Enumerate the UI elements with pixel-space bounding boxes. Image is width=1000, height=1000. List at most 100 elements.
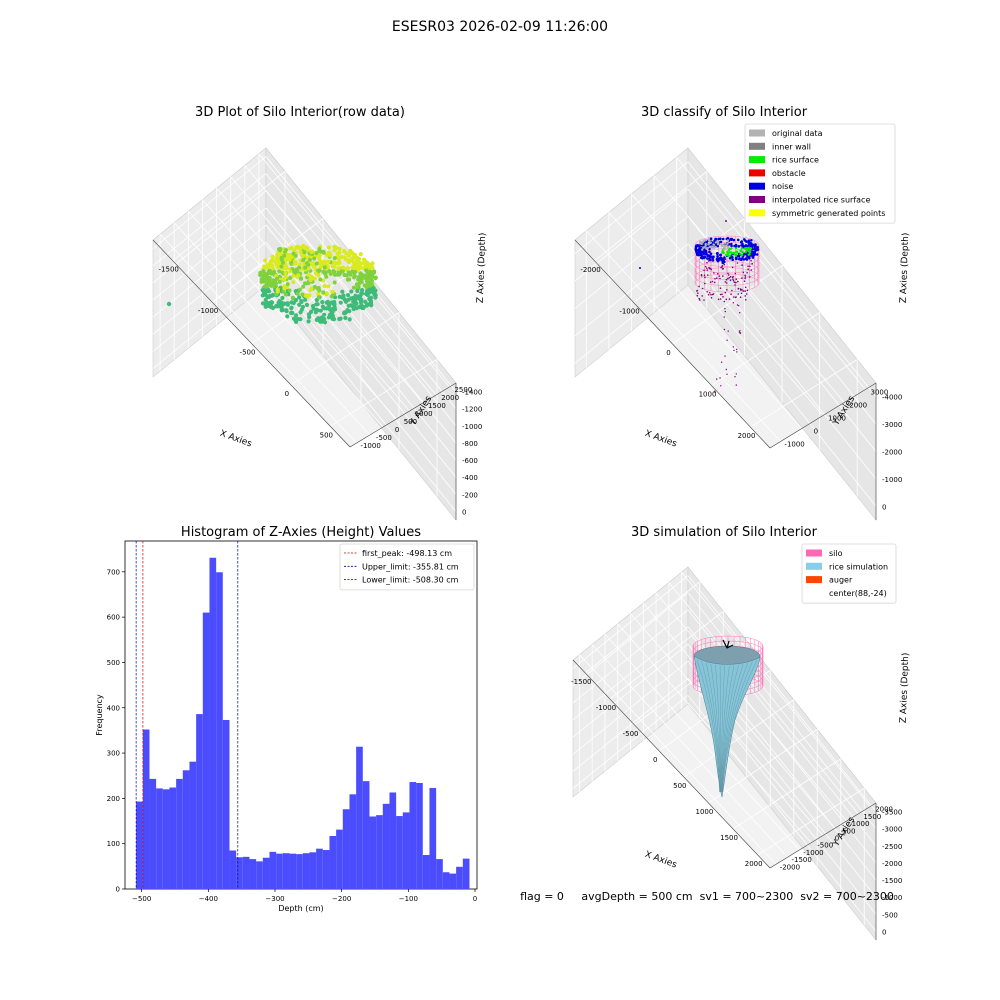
raw-3d-title: 3D Plot of Silo Interior(row data): [195, 105, 405, 120]
classify-3d-interp-point: [737, 287, 740, 290]
classify-3d-z-tick-label: -4000: [882, 394, 902, 402]
classify-3d-legend-label: noise: [772, 182, 793, 191]
classify-3d-interp-point: [726, 339, 728, 341]
raw-3d-point: [279, 264, 284, 269]
classify-3d-interp-point: [737, 293, 739, 295]
raw-3d-point: [314, 317, 319, 322]
histogram-bar: [242, 856, 250, 889]
classify-3d-interp-point: [746, 272, 748, 274]
histogram-bar: [329, 835, 337, 889]
histogram-bar: [289, 853, 297, 889]
classify-3d-interp-point: [714, 278, 716, 280]
raw-3d-point: [290, 295, 295, 300]
histogram-y-tick-label: 600: [107, 614, 120, 622]
raw-3d-point: [263, 258, 268, 263]
raw-3d-point: [293, 260, 298, 265]
classify-3d-interp-point: [734, 272, 737, 275]
raw-3d-grid-y: [216, 187, 410, 412]
classify-3d-grid-z-left: [574, 270, 689, 364]
raw-3d-point: [325, 265, 330, 270]
classify-3d-interp-point: [725, 220, 727, 222]
classify-3d-noise-point: [755, 253, 759, 256]
simulation-3d-surface: [692, 635, 764, 798]
raw-3d-point: [347, 309, 352, 314]
histogram-bar: [182, 770, 190, 889]
classify-3d-interp-point: [739, 332, 741, 335]
raw-3d-point: [316, 268, 320, 273]
histogram-bar: [342, 809, 350, 889]
simulation-3d-grid-y: [579, 654, 777, 865]
raw-3d-point: [298, 317, 303, 322]
simulation-rice-mesh: [696, 659, 720, 793]
simulation-3d-x-tick-label: 1000: [696, 808, 714, 816]
raw-3d-y-tick-label: 1000: [415, 410, 433, 418]
raw-3d-point: [324, 306, 329, 311]
raw-3d-grid-x: [290, 312, 400, 386]
histogram-bar: [209, 557, 217, 889]
raw-3d-point: [342, 297, 347, 302]
classify-3d-x-tick-label: 2000: [738, 432, 756, 440]
raw-3d-point: [302, 250, 307, 255]
simulation-3d-grid-z-left: [572, 695, 689, 789]
histogram-bar: [389, 792, 397, 889]
histogram-y-tick-label: 500: [107, 659, 120, 667]
classify-3d-interp-point: [700, 275, 703, 277]
classify-3d-noise-point: [748, 241, 752, 245]
classify-3d-interp-point: [713, 281, 716, 284]
raw-3d-point: [335, 251, 340, 256]
histogram-y-tick-label: 0: [116, 886, 120, 894]
classify-3d-interp-point: [725, 298, 728, 301]
classify-3d-original-point: [725, 244, 728, 247]
classify-3d-original-point: [709, 241, 712, 244]
simulation-3d-z-tick-label: -3000: [882, 826, 902, 834]
raw-3d-point: [275, 253, 280, 258]
classify-3d-interp-point: [706, 269, 709, 271]
classify-3d-y-tick-label: 1000: [828, 415, 846, 423]
histogram-bar: [142, 729, 150, 889]
raw-3d-point: [281, 260, 285, 265]
raw-3d-point: [322, 265, 327, 270]
raw-3d-point: [270, 305, 275, 311]
classify-3d-interp-point: [696, 294, 699, 297]
classify-3d-interp-point: [726, 373, 728, 375]
simulation-3d-grid-z-back: [687, 592, 877, 829]
raw-3d-point: [364, 303, 369, 308]
classify-3d-y-axis-line: [769, 382, 877, 449]
raw-3d-point: [268, 259, 274, 264]
simulation-3d-legend-label: silo: [829, 549, 843, 558]
classify-3d-interp-point: [739, 289, 742, 291]
simulation-3d-y-tick-label: -1000: [803, 849, 823, 857]
raw-3d-y-tick-label: -500: [376, 434, 392, 442]
raw-3d-point: [307, 257, 312, 262]
classify-3d-interp-point: [735, 373, 737, 375]
raw-3d-point: [288, 275, 293, 280]
raw-3d-point: [346, 253, 351, 258]
classify-3d-interp-point: [722, 267, 724, 270]
raw-3d-point: [284, 275, 288, 279]
classify-3d-interp-point: [724, 310, 726, 313]
raw-3d-x-tick-label: -1000: [198, 307, 218, 315]
raw-3d-point: [268, 300, 273, 305]
classify-3d-noise-point: [721, 261, 725, 265]
raw-3d-point: [326, 259, 331, 264]
simulation-3d-y-tick-label: 1000: [852, 820, 870, 828]
classify-3d-interp-point: [723, 328, 726, 331]
raw-3d-point: [291, 300, 296, 306]
raw-3d-point: [303, 297, 308, 302]
classify-3d-noise-point: [712, 255, 715, 259]
histogram-bar: [162, 789, 170, 889]
histogram-legend-label: first_peak: -498.13 cm: [362, 549, 452, 558]
histogram-bar: [222, 719, 230, 889]
histogram-bars: [136, 557, 470, 889]
simulation-rice-mesh: [721, 664, 744, 793]
classify-3d-interp-point: [749, 265, 751, 268]
classify-3d-interp-point: [707, 260, 710, 262]
histogram-ylabel: Frequency: [95, 694, 104, 736]
simulation-3d-grid-z-left: [572, 660, 689, 755]
raw-3d-point: [304, 255, 309, 260]
classify-3d-grid-z-back: [687, 243, 877, 480]
classify-3d-interp-point: [735, 281, 737, 284]
classify-3d-noise-point: [730, 237, 734, 241]
raw-3d-point: [314, 302, 319, 307]
